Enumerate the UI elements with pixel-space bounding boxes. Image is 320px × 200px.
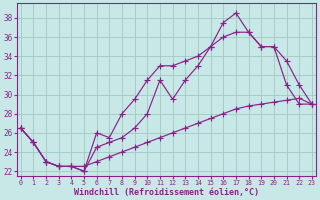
X-axis label: Windchill (Refroidissement éolien,°C): Windchill (Refroidissement éolien,°C) bbox=[74, 188, 259, 197]
